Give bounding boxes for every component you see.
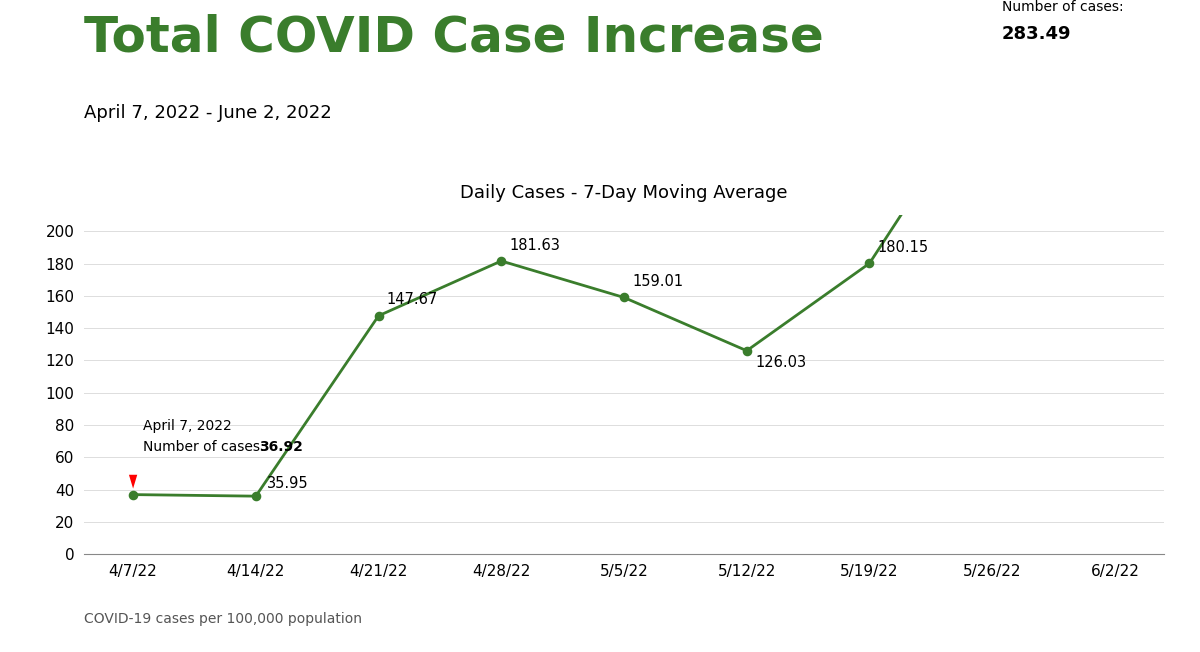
Point [614,292,634,303]
Point [368,310,388,321]
Text: Number of cases:: Number of cases: [143,440,269,454]
Text: Daily Cases - 7-Day Moving Average: Daily Cases - 7-Day Moving Average [461,184,787,202]
Text: 126.03: 126.03 [755,355,806,370]
Text: Total COVID Case Increase: Total COVID Case Increase [84,13,823,61]
Text: 180.15: 180.15 [877,240,929,255]
Text: 283.49: 283.49 [1002,25,1072,43]
Text: 35.95: 35.95 [266,475,308,490]
Text: 147.67: 147.67 [386,293,438,308]
Point [492,256,511,266]
Text: Number of cases:: Number of cases: [1002,0,1123,14]
Point [860,258,880,269]
Text: April 7, 2022 - June 2, 2022: April 7, 2022 - June 2, 2022 [84,104,331,123]
Point [1105,91,1124,102]
Point [983,70,1002,80]
Text: 36.92: 36.92 [259,440,304,454]
Point [124,490,143,500]
Text: 159.01: 159.01 [632,274,684,289]
Point [246,491,265,501]
Point [737,346,756,356]
Text: 181.63: 181.63 [510,237,560,252]
Text: April 7, 2022: April 7, 2022 [143,419,232,433]
Text: COVID-19 cases per 100,000 population: COVID-19 cases per 100,000 population [84,612,362,626]
